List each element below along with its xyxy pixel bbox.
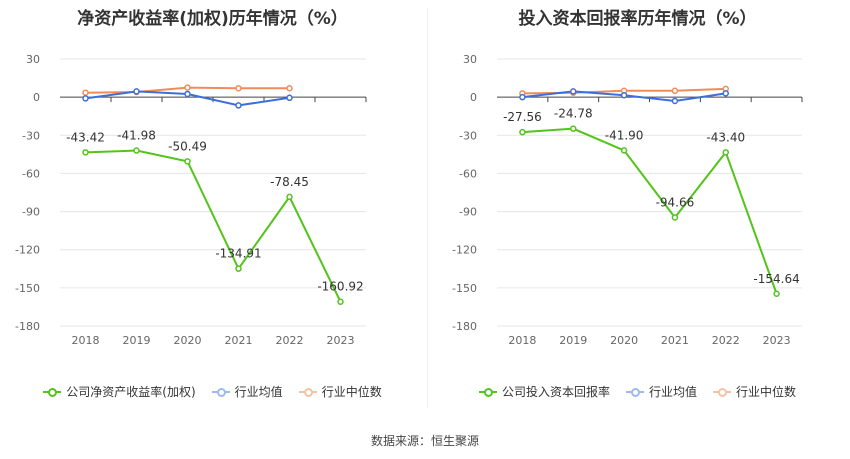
y-tick-label: -180 xyxy=(452,320,477,333)
y-tick-label: -90 xyxy=(22,206,40,219)
legend-item-company-roic[interactable]: 公司投入资本回报率 xyxy=(478,383,610,400)
data-label: -160.92 xyxy=(317,280,363,294)
chart-title: 投入资本回报率历年情况（%） xyxy=(518,9,757,29)
data-point xyxy=(570,125,577,132)
data-point xyxy=(620,91,628,99)
x-tick-label: 2018 xyxy=(508,334,536,347)
data-label: -43.42 xyxy=(66,130,105,144)
legend-label: 行业均值 xyxy=(234,385,283,399)
y-tick-label: 30 xyxy=(463,53,477,66)
y-tick-label: -120 xyxy=(15,244,40,257)
data-label: -78.45 xyxy=(270,175,309,189)
data-point xyxy=(671,97,679,105)
chart-title: 净资产收益率(加权)历年情况（%） xyxy=(77,9,348,29)
orange-line-marker-icon xyxy=(713,386,731,398)
x-tick-label: 2021 xyxy=(225,334,253,347)
data-label: -43.40 xyxy=(706,130,745,144)
data-point xyxy=(671,87,679,95)
y-tick-label: 0 xyxy=(470,91,477,104)
data-point xyxy=(286,94,293,102)
y-tick-label: -150 xyxy=(452,282,477,295)
x-tick-label: 2019 xyxy=(123,334,151,347)
data-point xyxy=(82,95,89,102)
roic-line-chart: 30 0 -30 -60 -90 -120 -150 -180 2018 2019 2020 2021… xyxy=(452,53,803,347)
y-tick-label: -30 xyxy=(459,129,477,142)
data-point xyxy=(337,298,344,305)
series-line xyxy=(85,149,342,303)
x-tick-label: 2019 xyxy=(559,334,587,347)
green-line-marker-icon xyxy=(478,386,497,398)
legend-label: 行业中位数 xyxy=(736,385,797,399)
data-point xyxy=(722,90,729,97)
series-line xyxy=(522,127,778,295)
y-tick-label: -120 xyxy=(452,244,477,257)
y-tick-label: 30 xyxy=(26,53,40,66)
data-point xyxy=(133,88,140,95)
data-point xyxy=(235,265,242,272)
blue-line-marker-icon xyxy=(625,386,644,398)
x-tick-label: 2022 xyxy=(712,334,740,347)
legend-item-industry-median[interactable]: 行业中位数 xyxy=(298,383,382,400)
legend-label: 行业均值 xyxy=(648,385,697,399)
x-tick-label: 2023 xyxy=(763,334,791,347)
legend-label: 行业中位数 xyxy=(321,385,382,399)
x-tick-label: 2018 xyxy=(72,334,100,347)
legend: 公司净资产收益率(加权) 行业均值 行业中位数 xyxy=(0,383,425,400)
panel-divider xyxy=(427,8,428,408)
data-label: -50.49 xyxy=(168,139,207,153)
data-point xyxy=(235,84,242,92)
data-point xyxy=(184,158,191,165)
data-source-note: 数据来源：恒生聚源 xyxy=(370,434,479,448)
blue-line-marker-icon xyxy=(211,386,230,398)
legend-label: 公司净资产收益率(加权) xyxy=(66,385,196,399)
legend-label: 公司投入资本回报率 xyxy=(501,385,610,399)
roe-chart-panel: 净资产收益率(加权)历年情况（%） 30 0 -30 -60 -90 -120 -150 -1… xyxy=(0,0,425,420)
y-tick-label: -180 xyxy=(15,320,40,333)
roe-line-chart: 30 0 -30 -60 -90 -120 -150 -180 2018 2019 2020 2021… xyxy=(15,53,367,347)
y-tick-label: 0 xyxy=(33,91,40,104)
legend-item-industry-mean[interactable]: 行业均值 xyxy=(211,383,283,400)
data-point xyxy=(620,147,628,154)
legend-item-industry-mean[interactable]: 行业均值 xyxy=(625,383,697,400)
data-point xyxy=(184,84,191,91)
orange-line-marker-icon xyxy=(298,386,317,398)
data-point xyxy=(184,90,191,98)
y-tick-label: -90 xyxy=(459,206,477,219)
y-tick-label: -60 xyxy=(459,167,477,180)
y-tick-label: -60 xyxy=(22,167,40,180)
x-tick-label: 2023 xyxy=(327,334,355,347)
data-point xyxy=(82,89,89,96)
y-tick-label: -30 xyxy=(22,129,40,142)
x-tick-label: 2021 xyxy=(661,334,689,347)
data-label: -27.56 xyxy=(503,110,542,124)
data-label: -134.91 xyxy=(215,247,261,261)
legend: 公司投入资本回报率 行业均值 行业中位数 xyxy=(425,383,850,400)
data-label: -24.78 xyxy=(554,107,593,121)
x-tick-label: 2020 xyxy=(610,334,638,347)
roic-chart-panel: 投入资本回报率历年情况（%） 30 0 -30 -60 -90 -120 -150 -180 2… xyxy=(425,0,850,420)
x-tick-label: 2022 xyxy=(276,334,304,347)
data-point xyxy=(570,88,577,95)
data-label: -154.64 xyxy=(753,272,799,286)
data-point xyxy=(722,149,729,156)
green-line-marker-icon xyxy=(43,386,62,398)
data-point xyxy=(82,149,89,156)
data-point xyxy=(286,193,293,201)
legend-item-company-roe[interactable]: 公司净资产收益率(加权) xyxy=(43,383,196,400)
data-point xyxy=(519,93,526,101)
data-point xyxy=(519,128,526,136)
y-tick-label: -150 xyxy=(15,282,40,295)
legend-item-industry-median[interactable]: 行业中位数 xyxy=(713,383,796,400)
data-point xyxy=(286,84,293,92)
x-tick-label: 2020 xyxy=(174,334,202,347)
data-point xyxy=(773,290,780,298)
data-label: -94.66 xyxy=(656,195,695,209)
data-label: -41.98 xyxy=(117,129,156,143)
data-point xyxy=(133,147,140,154)
data-point xyxy=(235,102,242,109)
data-point xyxy=(671,214,679,221)
data-label: -41.90 xyxy=(605,128,644,142)
